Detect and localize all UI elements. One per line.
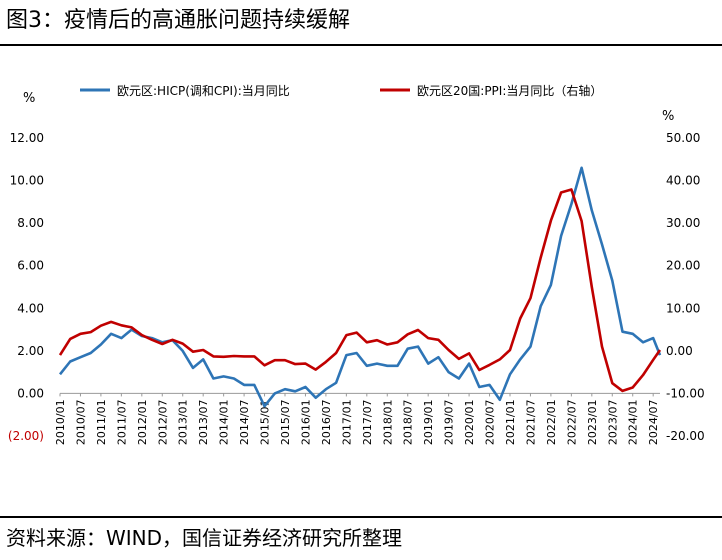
legend-label-ppi: 欧元区20国:PPI:当月同比（右轴）	[417, 83, 602, 98]
left-axis-ticks: (2.00) 0.00 2.00 4.00 6.00 8.00 10.00 12.00	[8, 131, 44, 443]
x-tick-label: 2010/07	[74, 399, 87, 445]
right-axis-unit: %	[662, 109, 674, 124]
left-tick-label: (2.00)	[8, 429, 44, 443]
title-divider	[0, 44, 722, 46]
x-tick-label: 2018/01	[381, 399, 394, 445]
x-tick-label: 2012/07	[156, 399, 169, 445]
x-tick-label: 2022/01	[545, 399, 558, 445]
x-tick-label: 2012/01	[136, 399, 149, 445]
hicp-series-line	[58, 166, 662, 408]
left-tick-label: 12.00	[10, 131, 44, 145]
x-tick-label: 2016/01	[299, 399, 312, 445]
left-tick-label: 4.00	[17, 301, 44, 315]
left-tick-label: 6.00	[17, 259, 44, 273]
page-title: 图3：疫情后的高通胀问题持续缓解	[6, 8, 350, 33]
x-tick-label: 2010/01	[54, 399, 67, 445]
legend: 欧元区:HICP(调和CPI):当月同比 欧元区20国:PPI:当月同比（右轴）	[80, 83, 602, 98]
right-tick-label: -20.00	[666, 429, 705, 443]
right-tick-label: 40.00	[666, 174, 700, 188]
x-tick-label: 2023/01	[586, 399, 599, 445]
x-tick-label: 2024/07	[647, 399, 660, 445]
right-tick-label: -10.00	[666, 386, 705, 400]
x-tick-label: 2011/01	[95, 399, 108, 445]
x-tick-label: 2017/01	[340, 399, 353, 445]
x-tick-label: 2019/01	[422, 399, 435, 445]
x-tick-label: 2023/07	[606, 399, 619, 445]
x-tick-label: 2021/07	[524, 399, 537, 445]
x-tick-label: 2024/01	[627, 399, 640, 445]
x-tick-label: 2015/07	[279, 399, 292, 445]
x-tick-label: 2021/01	[504, 399, 517, 445]
line-chart: % % 欧元区:HICP(调和CPI):当月同比 欧元区20国:PPI:当月同比…	[8, 83, 705, 445]
right-tick-label: 20.00	[666, 259, 700, 273]
left-axis-unit: %	[23, 91, 35, 106]
left-tick-label: 10.00	[10, 174, 44, 188]
x-tick-label: 2019/07	[443, 399, 456, 445]
x-tick-label: 2018/07	[402, 399, 415, 445]
x-tick-label: 2017/07	[361, 399, 374, 445]
right-tick-label: 10.00	[666, 301, 700, 315]
left-tick-label: 2.00	[17, 344, 44, 358]
left-tick-label: 0.00	[17, 386, 44, 400]
left-tick-label: 8.00	[17, 216, 44, 230]
x-tick-label: 2011/07	[115, 399, 128, 445]
right-tick-label: 30.00	[666, 216, 700, 230]
x-tick-label: 2014/01	[218, 399, 231, 445]
footer-divider	[0, 516, 722, 518]
x-tick-label: 2014/07	[238, 399, 251, 445]
x-tick-label: 2020/01	[463, 399, 476, 445]
legend-label-hicp: 欧元区:HICP(调和CPI):当月同比	[117, 84, 290, 98]
x-tick-label: 2013/07	[197, 399, 210, 445]
source-note: 资料来源：WIND，国信证券经济研究所整理	[6, 526, 403, 550]
x-tick-label: 2013/01	[177, 399, 190, 445]
right-axis-ticks: -20.00 -10.00 0.00 10.00 20.00 30.00 40.00 50.0…	[666, 131, 705, 443]
x-tick-label: 2020/07	[484, 399, 497, 445]
ppi-series-line	[58, 188, 662, 393]
right-tick-label: 0.00	[666, 344, 693, 358]
x-tick-label: 2015/01	[259, 399, 272, 445]
right-tick-label: 50.00	[666, 131, 700, 145]
x-axis-ticks: 2010/01 2010/07 2011/01 2011/07 2012/01 2012/…	[54, 393, 660, 445]
x-tick-label: 2022/07	[565, 399, 578, 445]
x-tick-label: 2016/07	[320, 399, 333, 445]
